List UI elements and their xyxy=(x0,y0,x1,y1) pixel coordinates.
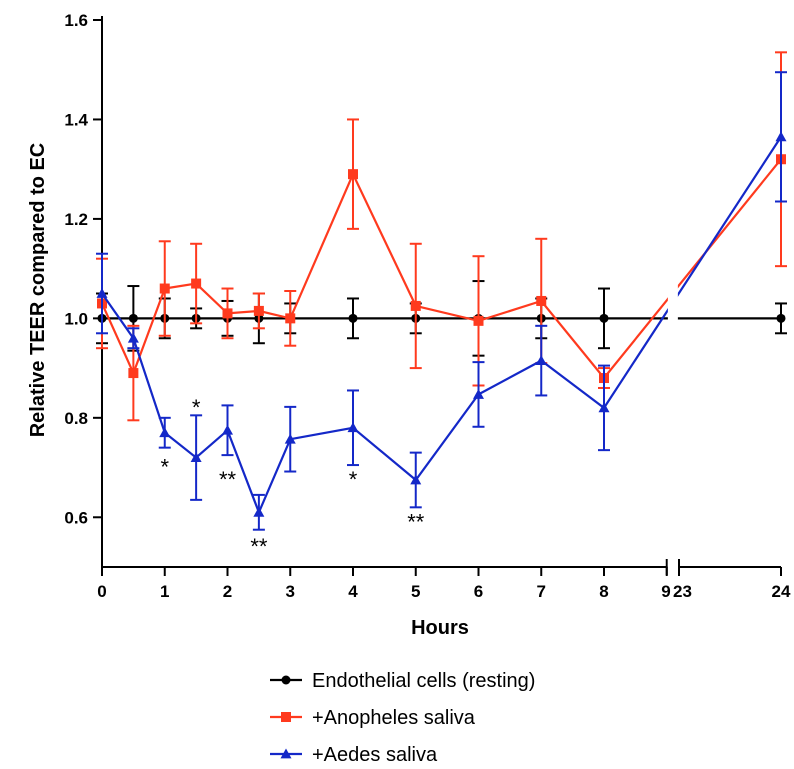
data-point xyxy=(347,422,359,433)
data-point xyxy=(159,427,171,438)
significance-label: * xyxy=(349,467,358,492)
data-point xyxy=(253,506,265,517)
y-axis-title: Relative TEER compared to EC xyxy=(27,143,49,438)
x-tick-label: 23 xyxy=(673,582,692,601)
y-tick-label: 1.6 xyxy=(64,11,88,30)
axes: 0.60.81.01.21.41.60 1 2 3 4 5 6 7 8 9 23 24 xyxy=(64,11,791,601)
x-tick-label: 7 xyxy=(537,582,546,601)
annotation-layer: ********* xyxy=(160,395,424,559)
legend-label: +Anopheles saliva xyxy=(312,707,476,729)
data-point xyxy=(285,313,296,324)
data-point xyxy=(775,131,787,142)
legend-marker xyxy=(281,675,291,685)
data-point xyxy=(536,295,547,306)
data-point xyxy=(473,315,484,326)
significance-label: * xyxy=(160,455,169,480)
x-axis-title: Hours xyxy=(411,617,469,639)
data-point xyxy=(128,368,139,379)
legend-item: +Aedes saliva xyxy=(270,744,438,766)
series-1 xyxy=(96,51,787,422)
axis-break-gap xyxy=(667,20,678,566)
data-point xyxy=(222,308,233,319)
data-point xyxy=(191,278,202,289)
data-point xyxy=(410,300,421,311)
x-tick-label: 2 xyxy=(223,582,232,601)
legend-item: Endothelial cells (resting) xyxy=(270,670,535,692)
data-point xyxy=(473,388,484,399)
significance-label: * xyxy=(192,395,201,420)
significance-label: ** xyxy=(219,467,237,492)
legend-item: +Anopheles saliva xyxy=(270,707,476,729)
significance-label: ** xyxy=(250,534,268,559)
legend: Endothelial cells (resting) +Anopheles sa… xyxy=(270,670,535,766)
series-2 xyxy=(96,71,787,531)
data-point xyxy=(128,313,138,323)
data-point xyxy=(535,355,547,366)
x-tick-label: 5 xyxy=(411,582,420,601)
y-tick-label: 1.4 xyxy=(64,110,88,129)
data-point xyxy=(348,313,358,323)
significance-label: ** xyxy=(407,509,425,534)
data-point xyxy=(776,313,786,323)
x-tick-label: 24 xyxy=(772,582,791,601)
legend-marker xyxy=(280,748,292,759)
x-tick-label: 3 xyxy=(286,582,295,601)
data-point xyxy=(222,424,233,435)
x-tick-label: 1 xyxy=(160,582,169,601)
data-point xyxy=(348,169,358,180)
data-point xyxy=(253,305,264,316)
data-point xyxy=(599,313,609,323)
series-0 xyxy=(96,280,787,357)
x-tick-label: 6 xyxy=(474,582,483,601)
series-line xyxy=(100,158,782,380)
data-point xyxy=(598,402,610,413)
x-tick-label: 0 xyxy=(97,582,106,601)
series-line xyxy=(101,136,782,516)
x-tick-label: 4 xyxy=(348,582,358,601)
y-tick-label: 1.2 xyxy=(64,210,88,229)
x-tick-label: 8 xyxy=(599,582,608,601)
legend-label: +Aedes saliva xyxy=(312,744,438,766)
y-tick-label: 0.8 xyxy=(64,409,88,428)
data-point xyxy=(159,283,170,294)
x-tick-label: 9 xyxy=(661,582,670,601)
legend-marker xyxy=(281,712,291,722)
data-point xyxy=(127,332,139,343)
y-tick-label: 0.6 xyxy=(64,508,88,527)
data-point xyxy=(96,288,108,298)
data-point xyxy=(410,474,422,485)
legend-label: Endothelial cells (resting) xyxy=(312,670,535,692)
y-tick-label: 1.0 xyxy=(64,309,88,328)
data-point xyxy=(284,433,296,444)
series-layer xyxy=(96,20,787,566)
data-point xyxy=(190,452,202,462)
